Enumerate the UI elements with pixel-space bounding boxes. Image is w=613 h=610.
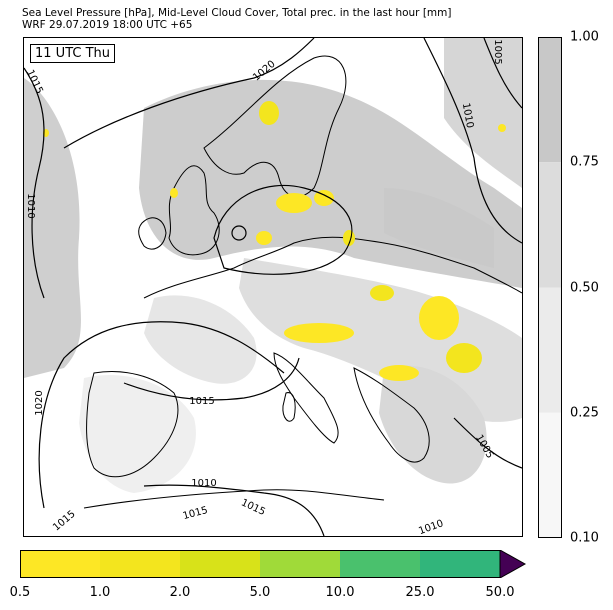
isobar-1015-west (24, 67, 45, 299)
precip-colorbar-tick-label: 50.0 (485, 585, 515, 600)
cloud-colorbar-band (538, 37, 562, 163)
coastline-britain (168, 165, 220, 256)
cloud-area-baltic (384, 188, 494, 268)
isobar-low-center (231, 225, 247, 241)
coastline-north-africa (83, 489, 385, 509)
cloud-colorbar-tick-label: 0.50 (570, 280, 599, 295)
cloud-colorbar-frame (538, 37, 562, 538)
coastline-balkans (353, 367, 430, 463)
precip-croatia (379, 365, 419, 381)
isobar-1010-south (143, 484, 325, 536)
precip-alps-east (370, 285, 394, 301)
precip-colorbar-tick-label: 0.5 (9, 585, 31, 600)
coastline-layer (83, 55, 522, 509)
cloud-colorbar-tick-label: 0.10 (570, 530, 599, 546)
precip-baltic (498, 124, 506, 132)
precip-germany-n (314, 190, 334, 206)
cloud-colorbar-tick-label: 0.75 (570, 154, 599, 170)
coastline-iberia (86, 371, 179, 478)
cloud-colorbar-band (538, 287, 562, 413)
precip-serbia (446, 343, 482, 373)
isobar-label: 1005 (492, 39, 503, 64)
precip-norway (259, 101, 279, 125)
precip-colorbar-tick-label: 1.0 (89, 585, 111, 600)
cloud-area-iberia (79, 374, 196, 493)
isobar-label: 1020 (34, 390, 45, 415)
isobar-label: 1015 (182, 505, 209, 522)
precip-hungary (419, 296, 459, 340)
precip-colorbar-band (340, 550, 420, 578)
isobar-label: 1015 (51, 509, 78, 534)
isobar-label: 1015 (239, 497, 267, 518)
isobar-label: 1010 (25, 193, 36, 218)
precip-germany (256, 231, 272, 245)
cloud-colorbar-tick-label: 0.25 (570, 405, 599, 421)
weather-map: 1020 1015 1010 1005 1010 1020 1015 1010 1015 1015… (23, 37, 523, 537)
cloud-area-central-europe (239, 258, 522, 422)
coastline-ireland (138, 217, 167, 250)
precip-colorbar-band (180, 550, 260, 578)
isobar-label: 1010 (460, 102, 475, 129)
isobar-1020-north (63, 38, 315, 149)
isobar-label: 1020 (251, 59, 278, 84)
figure-title: Sea Level Pressure [hPa], Mid-Level Clou… (22, 7, 452, 19)
precip-colorbar-band (420, 550, 500, 578)
isobar-1005-east (483, 38, 522, 109)
valid-time-label: 11 UTC Thu (30, 44, 115, 63)
precip-colorbar-tick-label: 2.0 (169, 585, 191, 600)
figure-subtitle: WRF 29.07.2019 18:00 UTC +65 (22, 19, 193, 31)
precip-colorbar-extend-arrow (499, 550, 527, 578)
cloud-colorbar-band (538, 162, 562, 288)
isobar-layer (24, 38, 522, 536)
precip-colorbar-band (260, 550, 340, 578)
precip-uk (170, 188, 178, 198)
cloud-colorbar-band (538, 412, 562, 538)
precipitation-colorbar (20, 550, 527, 578)
isobar-label: 1015 (189, 396, 214, 407)
coastline-continent (143, 236, 522, 299)
precip-denmark (276, 193, 312, 213)
precip-colorbar-tick-label: 10.0 (325, 585, 355, 600)
precip-layer (43, 101, 506, 381)
cloud-area-west-atlantic (24, 78, 81, 378)
isobar-label: 1010 (417, 518, 445, 536)
cloud-area-northeast (444, 38, 522, 188)
isobar-low-north-sea (213, 184, 353, 275)
isobar-1015-central (123, 357, 300, 401)
precip-alps (284, 323, 354, 343)
cloud-area-balkans (379, 365, 487, 484)
isobar-label: 1010 (191, 478, 216, 489)
cloud-cover-colorbar (538, 37, 562, 538)
isobar-1005-southeast (453, 417, 522, 469)
coastline-sardinia (282, 392, 296, 422)
coastline-italy (273, 352, 339, 444)
isobar-1010-east (423, 38, 522, 244)
precip-colorbar-tick-label: 25.0 (405, 585, 435, 600)
cloud-cover-layer (24, 38, 522, 493)
isobar-1020-southwest (38, 321, 285, 509)
cloud-colorbar-tick-label: 1.00 (570, 29, 599, 45)
map-canvas: 1020 1015 1010 1005 1010 1020 1015 1010 1015 1015… (24, 38, 522, 536)
precip-colorbar-band (100, 550, 180, 578)
precip-colorbar-band (20, 550, 100, 578)
precip-colorbar-tick-label: 5.0 (249, 585, 271, 600)
precip-colorbar-frame (20, 550, 501, 578)
coastline-scandinavia (203, 55, 347, 198)
cloud-area-france (144, 295, 257, 384)
